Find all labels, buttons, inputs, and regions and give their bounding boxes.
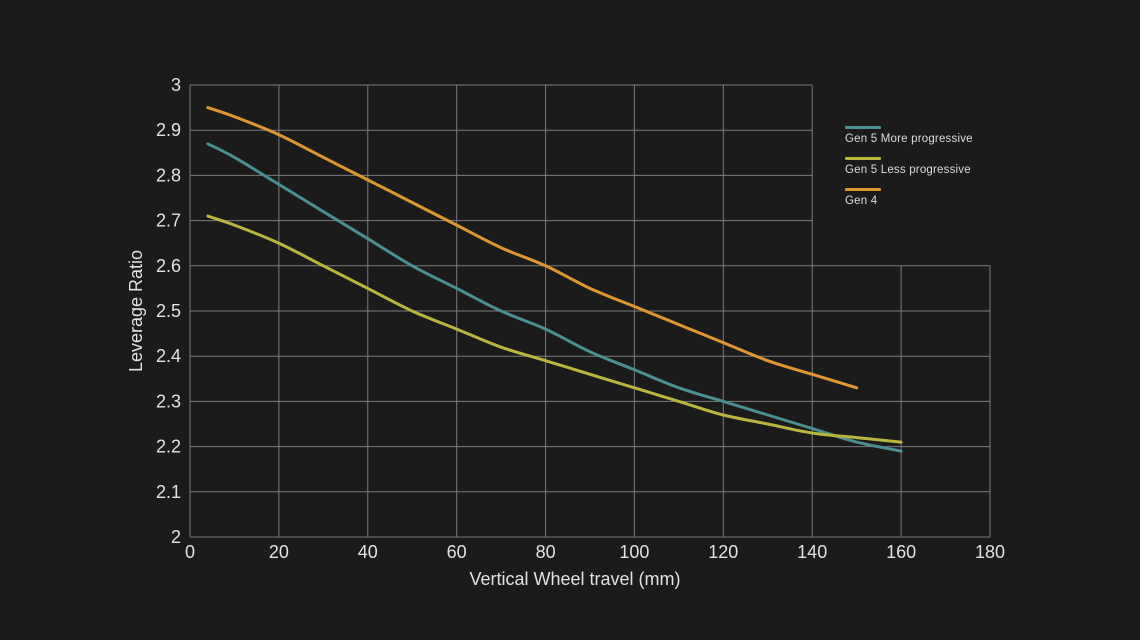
x-tick-label: 120	[708, 542, 738, 562]
y-tick-label: 2.3	[156, 391, 181, 411]
series-line-gen-5-less-progressive	[206, 214, 903, 444]
series-line-gen-5-more-progressive	[206, 142, 903, 453]
tick-label-layer: 0 20 40 60 80 100 120 140 160 180 2 2.1 2.2 2.3 2.4 2.5…	[156, 75, 1005, 562]
legend: Gen 5 More progressive Gen 5 Less progre…	[845, 126, 973, 208]
legend-swatch-gen-5-less-progressive	[845, 157, 881, 160]
x-tick-label: 80	[536, 542, 556, 562]
legend-swatch-gen-5-more-progressive	[845, 126, 881, 129]
y-tick-label: 2	[171, 527, 181, 547]
legend-label: Gen 5 More progressive	[845, 133, 973, 145]
x-tick-label: 40	[358, 542, 378, 562]
x-tick-label: 20	[269, 542, 289, 562]
legend-item-gen-4: Gen 4	[845, 188, 973, 208]
x-tick-label: 100	[619, 542, 649, 562]
y-tick-label: 2.4	[156, 346, 181, 366]
series-line-gen-4	[206, 106, 859, 390]
y-tick-label: 2.2	[156, 437, 181, 457]
y-axis-title: Leverage Ratio	[126, 250, 146, 372]
y-tick-label: 2.7	[156, 211, 181, 231]
y-tick-label: 2.8	[156, 165, 181, 185]
x-tick-label: 140	[797, 542, 827, 562]
x-tick-label: 60	[447, 542, 467, 562]
y-tick-label: 2.9	[156, 120, 181, 140]
legend-item-gen-5-less-progressive: Gen 5 Less progressive	[845, 157, 973, 177]
grid-layer	[189, 84, 991, 538]
x-tick-label: 0	[185, 542, 195, 562]
x-axis-title: Vertical Wheel travel (mm)	[469, 569, 680, 589]
y-tick-label: 3	[171, 75, 181, 95]
series-layer	[206, 106, 903, 453]
y-tick-label: 2.1	[156, 482, 181, 502]
y-tick-label: 2.5	[156, 301, 181, 321]
legend-label: Gen 4	[845, 195, 878, 207]
legend-swatch-gen-4	[845, 188, 881, 191]
y-tick-label: 2.6	[156, 256, 181, 276]
x-tick-label: 160	[886, 542, 916, 562]
x-tick-label: 180	[975, 542, 1005, 562]
legend-item-gen-5-more-progressive: Gen 5 More progressive	[845, 126, 973, 146]
legend-label: Gen 5 Less progressive	[845, 164, 971, 176]
